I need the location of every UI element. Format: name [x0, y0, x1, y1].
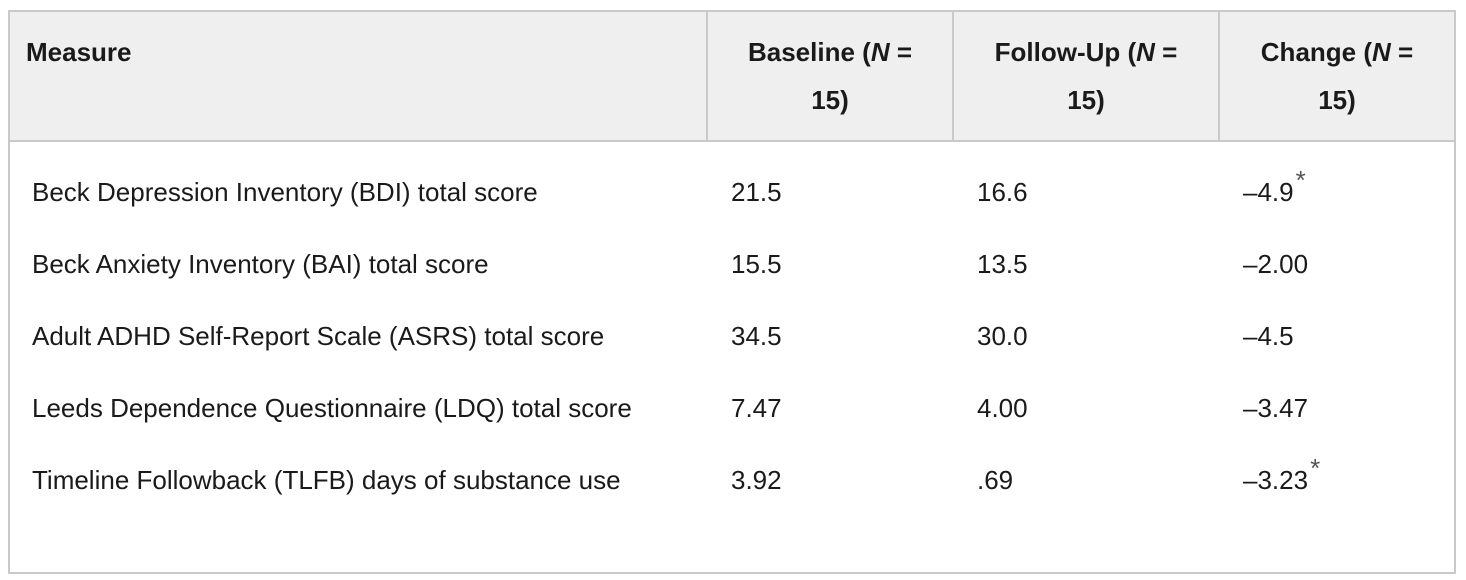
followup-text: 13.5 [977, 249, 1028, 279]
baseline-text: 21.5 [731, 177, 782, 207]
measure-text: Adult ADHD Self-Report Scale (ASRS) tota… [32, 321, 605, 351]
measure-text: Timeline Followback (TLFB) days of subst… [32, 465, 621, 495]
header-variable: N [1136, 37, 1155, 67]
change-text: –4.5 [1243, 321, 1294, 351]
change-cell: –3.23* [1219, 444, 1454, 516]
table-row: Adult ADHD Self-Report Scale (ASRS) tota… [10, 300, 1454, 372]
change-cell: –4.5 [1219, 300, 1454, 372]
measure-cell: Leeds Dependence Questionnaire (LDQ) tot… [10, 372, 707, 444]
followup-cell: 16.6 [953, 141, 1219, 228]
followup-text: 16.6 [977, 177, 1028, 207]
table-row: Beck Depression Inventory (BDI) total sc… [10, 141, 1454, 228]
header-cell: Measure [10, 12, 707, 142]
header-text: Baseline ( [747, 37, 871, 67]
significance-note: * [1310, 453, 1321, 484]
baseline-text: 7.47 [731, 393, 782, 423]
measure-text: Leeds Dependence Questionnaire (LDQ) tot… [32, 393, 632, 423]
header-cell: Baseline (N = 15) [706, 12, 953, 142]
followup-cell: 13.5 [953, 228, 1219, 300]
change-cell: –3.47 [1219, 372, 1454, 444]
followup-text: 4.00 [977, 393, 1028, 423]
table-row: Timeline Followback (TLFB) days of subst… [10, 444, 1454, 516]
measure-cell: Beck Anxiety Inventory (BAI) total score [10, 228, 707, 300]
baseline-text: 15.5 [731, 249, 782, 279]
change-text: –2.00 [1243, 249, 1309, 279]
significance-note: * [1295, 165, 1306, 196]
measure-cell: Adult ADHD Self-Report Scale (ASRS) tota… [10, 300, 707, 372]
table-body: Beck Depression Inventory (BDI) total sc… [10, 141, 1454, 516]
change-cell: –4.9* [1219, 141, 1454, 228]
baseline-text: 3.92 [731, 465, 782, 495]
header-text: Change ( [1260, 37, 1373, 67]
change-cell: –2.00 [1219, 228, 1454, 300]
baseline-text: 34.5 [731, 321, 782, 351]
followup-cell: .69 [953, 444, 1219, 516]
baseline-cell: 21.5 [707, 141, 953, 228]
measure-text: Beck Anxiety Inventory (BAI) total score [32, 249, 489, 279]
table-row: Leeds Dependence Questionnaire (LDQ) tot… [10, 372, 1454, 444]
header-text: Measure [26, 37, 132, 67]
table-row: Beck Anxiety Inventory (BAI) total score… [10, 228, 1454, 300]
header-variable: N [870, 37, 890, 67]
followup-cell: 30.0 [953, 300, 1219, 372]
baseline-cell: 34.5 [707, 300, 953, 372]
header-row: Measure Baseline (N = 15) Follow-Up (N = 1… [10, 12, 1454, 142]
change-text: –4.9 [1243, 177, 1294, 207]
table-header: Measure Baseline (N = 15) Follow-Up (N = 1… [10, 12, 1454, 142]
baseline-cell: 7.47 [707, 372, 953, 444]
header-cell: Follow-Up (N = 15) [952, 12, 1219, 142]
followup-cell: 4.00 [953, 372, 1219, 444]
header-text: = 15) [1318, 37, 1414, 115]
change-text: –3.23 [1243, 465, 1309, 495]
measure-text: Beck Depression Inventory (BDI) total sc… [32, 177, 538, 207]
header-text: Follow-Up ( [994, 37, 1137, 67]
header-text: = 15) [811, 37, 913, 115]
measure-cell: Timeline Followback (TLFB) days of subst… [10, 444, 707, 516]
header-variable: N [1372, 37, 1391, 67]
baseline-cell: 15.5 [707, 228, 953, 300]
header-text: = 15) [1067, 37, 1178, 115]
measure-cell: Beck Depression Inventory (BDI) total sc… [10, 141, 707, 228]
header-cell: Change (N = 15) [1218, 12, 1454, 142]
followup-text: .69 [977, 465, 1014, 495]
change-text: –3.47 [1243, 393, 1309, 423]
followup-text: 30.0 [977, 321, 1028, 351]
table-frame: Measure Baseline (N = 15) Follow-Up (N = 1… [8, 10, 1456, 574]
baseline-cell: 3.92 [707, 444, 953, 516]
results-table: Measure Baseline (N = 15) Follow-Up (N = 1… [10, 12, 1454, 516]
